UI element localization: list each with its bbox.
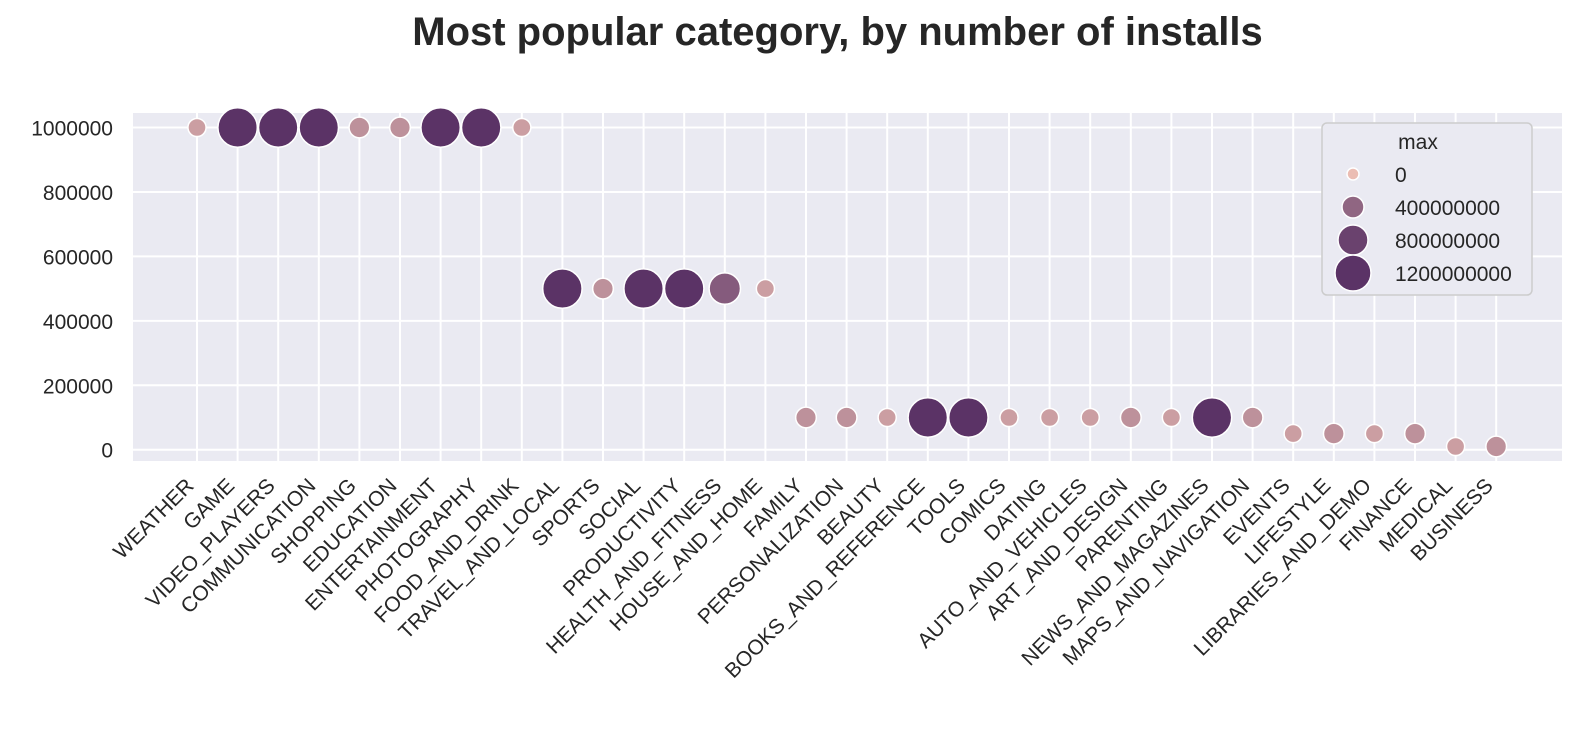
x-axis: WEATHERGAMEVIDEO_PLAYERSCOMMUNICATIONSHO…: [109, 474, 1498, 683]
data-point: [348, 116, 371, 139]
data-point: [1161, 407, 1182, 428]
data-point: [298, 107, 340, 148]
data-point: [217, 107, 259, 148]
data-point: [877, 407, 898, 428]
y-tick-label: 600000: [43, 246, 113, 269]
data-point: [1322, 422, 1345, 445]
data-point: [755, 278, 776, 299]
legend-label: 400000000: [1395, 197, 1500, 220]
legend-label: 1200000000: [1395, 263, 1512, 286]
legend-marker: [1334, 254, 1372, 292]
data-point: [1039, 407, 1060, 428]
legend-label: 800000000: [1395, 230, 1500, 253]
data-point: [835, 406, 858, 429]
data-point: [907, 397, 949, 438]
data-point: [388, 116, 412, 139]
legend: max 0 400000000 800000000 1200000000: [1321, 122, 1533, 296]
y-axis: 0 200000 400000 600000 800000 1000000: [31, 118, 113, 463]
data-point: [794, 406, 818, 429]
data-point: [541, 268, 583, 310]
chart-title: Most popular category, by number of inst…: [412, 10, 1263, 54]
y-tick-label: 800000: [43, 182, 113, 205]
y-tick-label: 200000: [43, 375, 113, 398]
y-tick-label: 400000: [43, 311, 113, 334]
data-point: [999, 407, 1019, 428]
data-point: [187, 117, 207, 138]
data-point: [708, 272, 742, 306]
data-point: [1403, 422, 1427, 445]
legend-marker: [1341, 195, 1365, 219]
data-point: [1080, 407, 1101, 428]
data-point: [1241, 406, 1264, 429]
data-points: [187, 107, 1508, 458]
data-point: [1485, 435, 1508, 458]
legend-title: max: [1398, 131, 1438, 154]
data-point: [1445, 436, 1466, 457]
data-point: [420, 107, 462, 148]
legend-label: 0: [1395, 164, 1407, 187]
data-point: [591, 277, 615, 300]
legend-marker: [1337, 224, 1369, 256]
y-tick-label: 1000000: [31, 118, 113, 141]
data-point: [1119, 406, 1142, 429]
data-point: [623, 268, 665, 310]
data-point: [257, 107, 299, 148]
data-point: [947, 397, 989, 438]
data-point: [663, 268, 705, 310]
data-point: [511, 117, 532, 138]
data-point: [1191, 397, 1233, 438]
y-tick-label: 0: [101, 440, 113, 463]
data-point: [1364, 423, 1385, 444]
legend-marker: [1346, 167, 1360, 181]
data-point: [1283, 423, 1304, 444]
legend-frame: [1321, 122, 1533, 296]
data-point: [460, 107, 502, 148]
